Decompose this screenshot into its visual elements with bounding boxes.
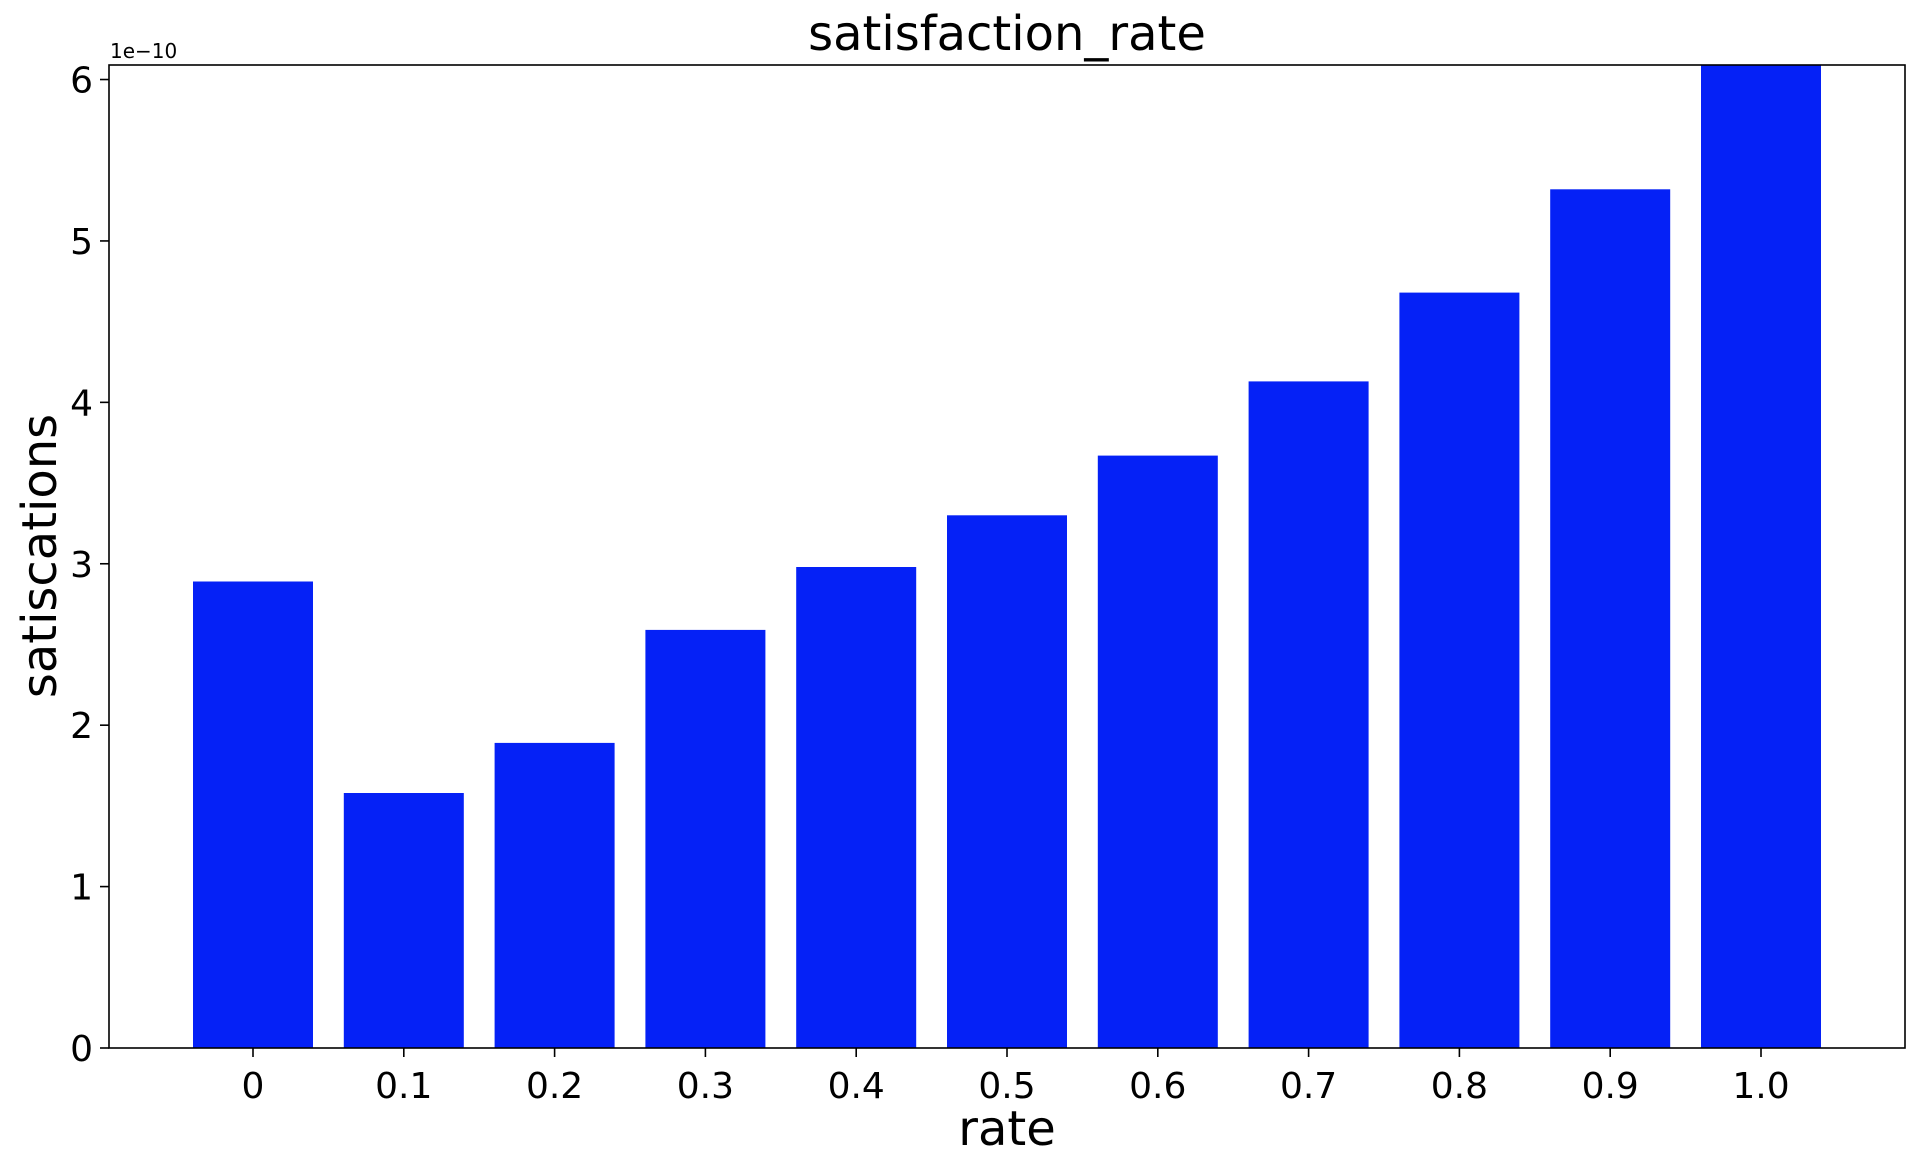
x-tick-label: 0.6 — [1129, 1066, 1186, 1107]
bar-0.4 — [796, 567, 917, 1048]
bar-0.8 — [1399, 292, 1520, 1049]
x-tick-label: 0.4 — [828, 1066, 885, 1107]
y-tick-label: 6 — [70, 61, 93, 102]
x-tick-label: 0.3 — [677, 1066, 734, 1107]
bar-0.7 — [1248, 381, 1369, 1048]
y-tick-label: 5 — [70, 222, 93, 263]
x-tick-label: 0.1 — [375, 1066, 432, 1107]
x-tick-label: 0.5 — [978, 1066, 1035, 1107]
x-axis-label: rate — [958, 1101, 1056, 1157]
x-tick-label: 0.8 — [1431, 1066, 1488, 1107]
chart-title: satisfaction_rate — [808, 6, 1206, 62]
bar-0.3 — [645, 629, 766, 1048]
y-tick-label: 3 — [70, 545, 93, 586]
y-tick-label: 4 — [70, 383, 93, 424]
bar-0.2 — [494, 742, 615, 1048]
bar-0.6 — [1097, 455, 1218, 1049]
bar-0 — [193, 581, 313, 1048]
x-tick-label: 1.0 — [1732, 1066, 1789, 1107]
x-tick-label: 0.7 — [1280, 1066, 1337, 1107]
x-tick-label: 0.9 — [1582, 1066, 1639, 1107]
y-tick-label: 1 — [70, 868, 93, 909]
ticks-layer: 0 0.1 0.2 0.3 0.4 0.5 0.6 0.7 0.8 0.9 1.0 0 1 2 3 4 5 6 — [70, 61, 1790, 1107]
bar-0.9 — [1550, 189, 1671, 1049]
y-axis-offset-label: 1e−10 — [110, 39, 177, 63]
y-axis-label: satiscations — [12, 414, 68, 698]
bar-0.1 — [343, 793, 464, 1048]
bar-1.0 — [1701, 65, 1821, 1048]
y-tick-label: 2 — [70, 706, 93, 747]
x-tick-label: 0 — [242, 1066, 265, 1107]
bars-layer — [193, 65, 1821, 1049]
y-tick-label: 0 — [70, 1029, 93, 1070]
bar-0.5 — [947, 515, 1067, 1048]
x-tick-label: 0.2 — [526, 1066, 583, 1107]
